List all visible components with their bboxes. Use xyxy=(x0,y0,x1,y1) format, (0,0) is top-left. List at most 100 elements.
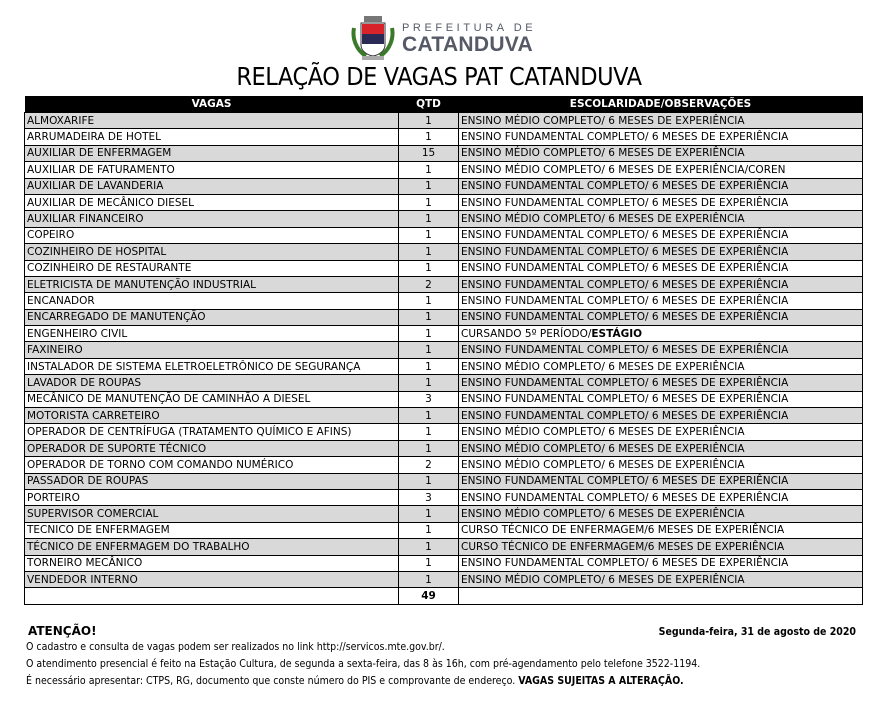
cell-qtd: 1 xyxy=(398,472,459,490)
page-title: RELAÇÃO DE VAGAS PAT CATANDUVA xyxy=(236,62,642,91)
cell-qtd: 1 xyxy=(398,538,459,556)
cell-vaga: COZINHEIRO DE RESTAURANTE xyxy=(24,259,399,277)
total-label-cell xyxy=(24,587,399,606)
cell-vaga: ARRUMADEIRA DE HOTEL xyxy=(24,128,399,146)
table-row: COZINHEIRO DE RESTAURANTE 1 ENSINO FUNDAME… xyxy=(24,259,863,277)
cell-escolaridade: ENSINO FUNDAMENTAL COMPLETO/ 6 MESES DE … xyxy=(458,177,863,195)
cell-escolaridade: ENSINO FUNDAMENTAL COMPLETO/ 6 MESES DE … xyxy=(458,374,863,392)
column-header-escolaridade: ESCOLARIDADE/OBSERVAÇÕES xyxy=(458,96,863,113)
table-row: COPEIRO 1 ENSINO FUNDAMENTAL COMPLETO/ 6 M… xyxy=(24,226,863,245)
cell-qtd: 1 xyxy=(398,505,459,523)
cell-vaga: ELETRICISTA DE MANUTENÇÃO INDUSTRIAL xyxy=(24,275,399,294)
cell-qtd: 1 xyxy=(398,423,459,441)
table-row: LAVADOR DE ROUPAS 1 ENSINO FUNDAMENTAL COM… xyxy=(24,374,863,392)
table-row: SUPERVISOR COMERCIAL 1 ENSINO MÉDIO COMPLE… xyxy=(24,505,863,523)
cell-vaga: ENCANADOR xyxy=(24,292,399,310)
cell-vaga: MECÂNICO DE MANUTENÇÃO DE CAMINHÃO A DIE… xyxy=(24,390,399,409)
column-header-vagas: VAGAS xyxy=(24,96,399,113)
cell-vaga: TECNICO DE ENFERMAGEM xyxy=(24,521,399,540)
table-row: PASSADOR DE ROUPAS 1 ENSINO FUNDAMENTAL CO… xyxy=(24,472,863,490)
table-row: OPERADOR DE CENTRÍFUGA (TRATAMENTO QUÍMI… xyxy=(24,423,863,441)
cell-vaga: COZINHEIRO DE HOSPITAL xyxy=(24,243,399,261)
cell-vaga: AUXILIAR DE FATURAMENTO xyxy=(24,161,399,179)
cell-qtd: 1 xyxy=(398,341,459,359)
cell-escolaridade: ENSINO MÉDIO COMPLETO/ 6 MESES DE EXPERI… xyxy=(458,111,863,130)
cell-vaga: AUXILIAR DE MECÂNICO DIESEL xyxy=(24,193,399,212)
table-row: AUXILIAR DE LAVANDERIA 1 ENSINO FUNDAMENTA… xyxy=(24,177,863,195)
cell-escolaridade: ENSINO FUNDAMENTAL COMPLETO/ 6 MESES DE … xyxy=(458,193,863,212)
table-row: ARRUMADEIRA DE HOTEL 1 ENSINO FUNDAMENTAL … xyxy=(24,128,863,146)
cell-escolaridade: ENSINO MÉDIO COMPLETO/ 6 MESES DE EXPERI… xyxy=(458,439,863,458)
footer-line-3-text: É necessário apresentar: CTPS, RG, docum… xyxy=(26,675,519,687)
vacancies-table: VAGAS QTD ESCOLARIDADE/OBSERVAÇÕES ALMOX… xyxy=(24,96,863,606)
cell-escolaridade: CURSO TÉCNICO DE ENFERMAGEM/6 MESES DE E… xyxy=(458,521,863,540)
cell-qtd: 1 xyxy=(398,554,459,572)
cell-escolaridade: ENSINO MÉDIO COMPLETO/ 6 MESES DE EXPERI… xyxy=(458,570,863,589)
cell-vaga: PASSADOR DE ROUPAS xyxy=(24,472,399,490)
total-qtd: 49 xyxy=(398,587,459,606)
cell-vaga: MOTORISTA CARRETEIRO xyxy=(24,407,399,425)
cell-vaga: ALMOXARIFE xyxy=(24,111,399,130)
cell-vaga: AUXILIAR DE LAVANDERIA xyxy=(24,177,399,195)
table-row: MOTORISTA CARRETEIRO 1 ENSINO FUNDAMENTAL … xyxy=(24,407,863,425)
cell-escolaridade: ENSINO FUNDAMENTAL COMPLETO/ 6 MESES DE … xyxy=(458,472,863,490)
cell-qtd: 3 xyxy=(398,390,459,409)
cell-vaga: LAVADOR DE ROUPAS xyxy=(24,374,399,392)
cell-qtd: 1 xyxy=(398,259,459,277)
cell-escolaridade: ENSINO FUNDAMENTAL COMPLETO/ 6 MESES DE … xyxy=(458,341,863,359)
logo-subtitle: PREFEITURA DE xyxy=(402,22,537,34)
cell-vaga: OPERADOR DE TORNO COM COMANDO NUMÉRICO xyxy=(24,456,399,474)
cell-qtd: 1 xyxy=(398,308,459,327)
column-header-qtd: QTD xyxy=(398,96,459,113)
footer-line-3: É necessário apresentar: CTPS, RG, docum… xyxy=(26,675,684,687)
logo: PREFEITURA DE CATANDUVA xyxy=(350,14,536,64)
cell-escolaridade: ENSINO FUNDAMENTAL COMPLETO/ 6 MESES DE … xyxy=(458,128,863,146)
cell-vaga: FAXINEIRO xyxy=(24,341,399,359)
cell-escolaridade: ENSINO MÉDIO COMPLETO/ 6 MESES DE EXPERI… xyxy=(458,456,863,474)
cell-vaga: OPERADOR DE CENTRÍFUGA (TRATAMENTO QUÍMI… xyxy=(24,423,399,441)
cell-vaga: VENDEDOR INTERNO xyxy=(24,570,399,589)
table-row: ENCARREGADO DE MANUTENÇÃO 1 ENSINO FUNDAME… xyxy=(24,308,863,327)
table-row: ENGENHEIRO CIVIL 1 CURSANDO 5º PERÍODO/EST… xyxy=(24,325,863,343)
cell-qtd: 1 xyxy=(398,193,459,212)
cell-vaga: INSTALADOR DE SISTEMA ELETROELETRÔNICO D… xyxy=(24,357,399,376)
footer-line-1: O cadastro e consulta de vagas podem ser… xyxy=(26,641,445,653)
cell-escolaridade: CURSO TÉCNICO DE ENFERMAGEM/6 MESES DE E… xyxy=(458,538,863,556)
table-row: OPERADOR DE SUPORTE TÉCNICO 1 ENSINO MÉDIO… xyxy=(24,439,863,458)
table-row: ENCANADOR 1 ENSINO FUNDAMENTAL COMPLETO/ 6… xyxy=(24,292,863,310)
table-row: TORNEIRO MECÂNICO 1 ENSINO FUNDAMENTAL COM… xyxy=(24,554,863,572)
date: Segunda-feira, 31 de agosto de 2020 xyxy=(658,626,856,638)
cell-qtd: 2 xyxy=(398,456,459,474)
cell-escolaridade: ENSINO FUNDAMENTAL COMPLETO/ 6 MESES DE … xyxy=(458,308,863,327)
table-row: PORTEIRO 3 ENSINO FUNDAMENTAL COMPLETO/ 6 … xyxy=(24,488,863,507)
cell-escolaridade: ENSINO MÉDIO COMPLETO/ 6 MESES DE EXPERI… xyxy=(458,357,863,376)
cell-qtd: 1 xyxy=(398,325,459,343)
cell-vaga: ENCARREGADO DE MANUTENÇÃO xyxy=(24,308,399,327)
cell-escolaridade: CURSANDO 5º PERÍODO/ESTÁGIO xyxy=(458,325,863,343)
cell-escolaridade: ENSINO FUNDAMENTAL COMPLETO/ 6 MESES DE … xyxy=(458,407,863,425)
attention-heading: ATENÇÃO! xyxy=(28,624,97,638)
cell-vaga: ENGENHEIRO CIVIL xyxy=(24,325,399,343)
cell-qtd: 1 xyxy=(398,111,459,130)
cell-escolaridade: ENSINO FUNDAMENTAL COMPLETO/ 6 MESES DE … xyxy=(458,259,863,277)
cell-vaga: AUXILIAR DE ENFERMAGEM xyxy=(24,144,399,163)
table-row: ALMOXARIFE 1 ENSINO MÉDIO COMPLETO/ 6 MESE… xyxy=(24,111,863,130)
cell-vaga: AUXILIAR FINANCEIRO xyxy=(24,210,399,228)
cell-qtd: 3 xyxy=(398,488,459,507)
cell-qtd: 1 xyxy=(398,161,459,179)
cell-escolaridade: ENSINO MÉDIO COMPLETO/ 6 MESES DE EXPERI… xyxy=(458,210,863,228)
cell-vaga: SUPERVISOR COMERCIAL xyxy=(24,505,399,523)
cell-qtd: 1 xyxy=(398,357,459,376)
cell-qtd: 15 xyxy=(398,144,459,163)
table-row: INSTALADOR DE SISTEMA ELETROELETRÔNICO D… xyxy=(24,357,863,376)
city-crest-icon xyxy=(350,14,396,64)
cell-vaga: PORTEIRO xyxy=(24,488,399,507)
table-row: TÉCNICO DE ENFERMAGEM DO TRABALHO 1 CURSO … xyxy=(24,538,863,556)
cell-escolaridade: ENSINO FUNDAMENTAL COMPLETO/ 6 MESES DE … xyxy=(458,390,863,409)
cell-escolaridade: ENSINO FUNDAMENTAL COMPLETO/ 6 MESES DE … xyxy=(458,226,863,245)
cell-qtd: 1 xyxy=(398,177,459,195)
table-row: AUXILIAR DE MECÂNICO DIESEL 1 ENSINO FUNDA… xyxy=(24,193,863,212)
table-row: AUXILIAR DE FATURAMENTO 1 ENSINO MÉDIO COM… xyxy=(24,161,863,179)
cell-qtd: 1 xyxy=(398,210,459,228)
cell-qtd: 1 xyxy=(398,521,459,540)
